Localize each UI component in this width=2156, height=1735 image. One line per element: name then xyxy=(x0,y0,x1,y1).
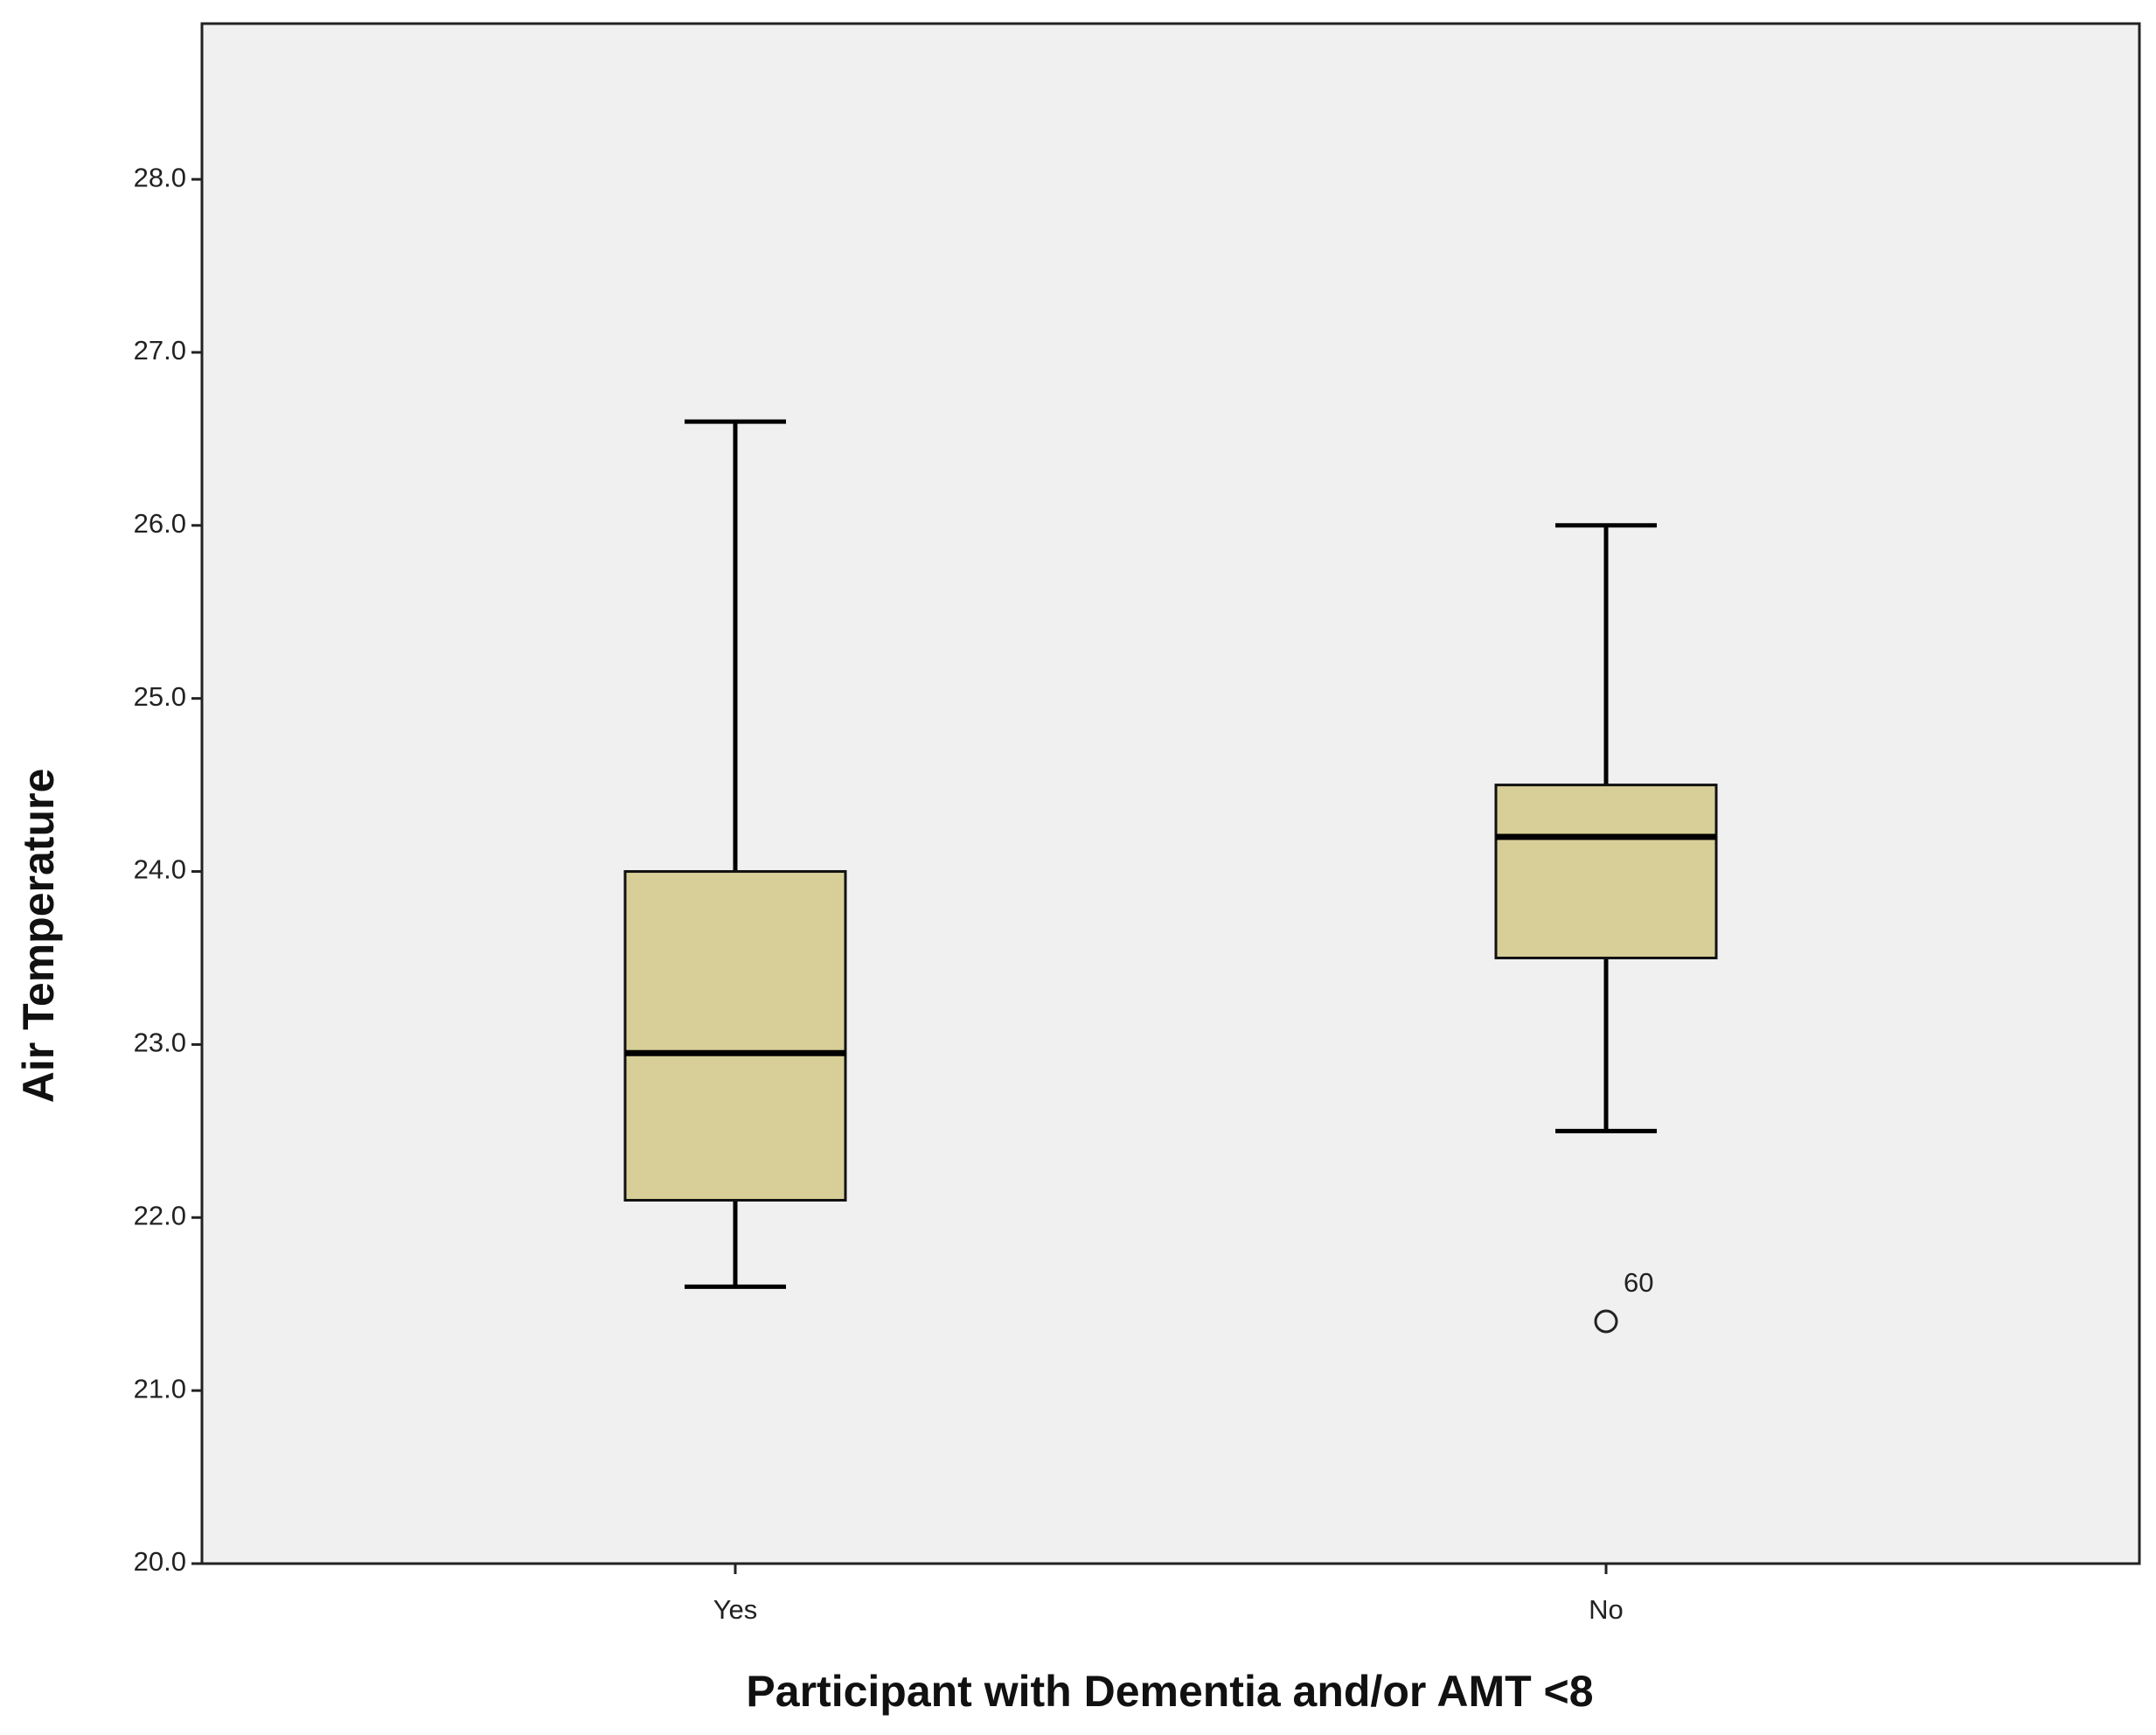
y-tick-label: 27.0 xyxy=(134,335,186,366)
plot-area xyxy=(200,22,2141,1565)
y-tick-label: 25.0 xyxy=(134,681,186,712)
y-tick-label: 23.0 xyxy=(134,1028,186,1058)
y-tick-label: 28.0 xyxy=(134,162,186,192)
y-tick-label: 22.0 xyxy=(134,1200,186,1230)
x-tick-label: No xyxy=(1589,1594,1624,1625)
x-axis-title: Participant with Dementia and/or AMT <8 xyxy=(746,1667,1593,1716)
x-tick-label: Yes xyxy=(713,1594,758,1625)
y-axis-title: Air Temperature xyxy=(14,769,63,1104)
y-tick-label: 26.0 xyxy=(134,508,186,539)
box xyxy=(623,870,847,1202)
y-tick-label: 24.0 xyxy=(134,854,186,885)
outlier-label: 60 xyxy=(1624,1267,1653,1298)
outlier xyxy=(1594,1309,1618,1334)
box xyxy=(1494,784,1718,959)
y-tick-label: 21.0 xyxy=(134,1373,186,1404)
y-tick-label: 20.0 xyxy=(134,1546,186,1577)
